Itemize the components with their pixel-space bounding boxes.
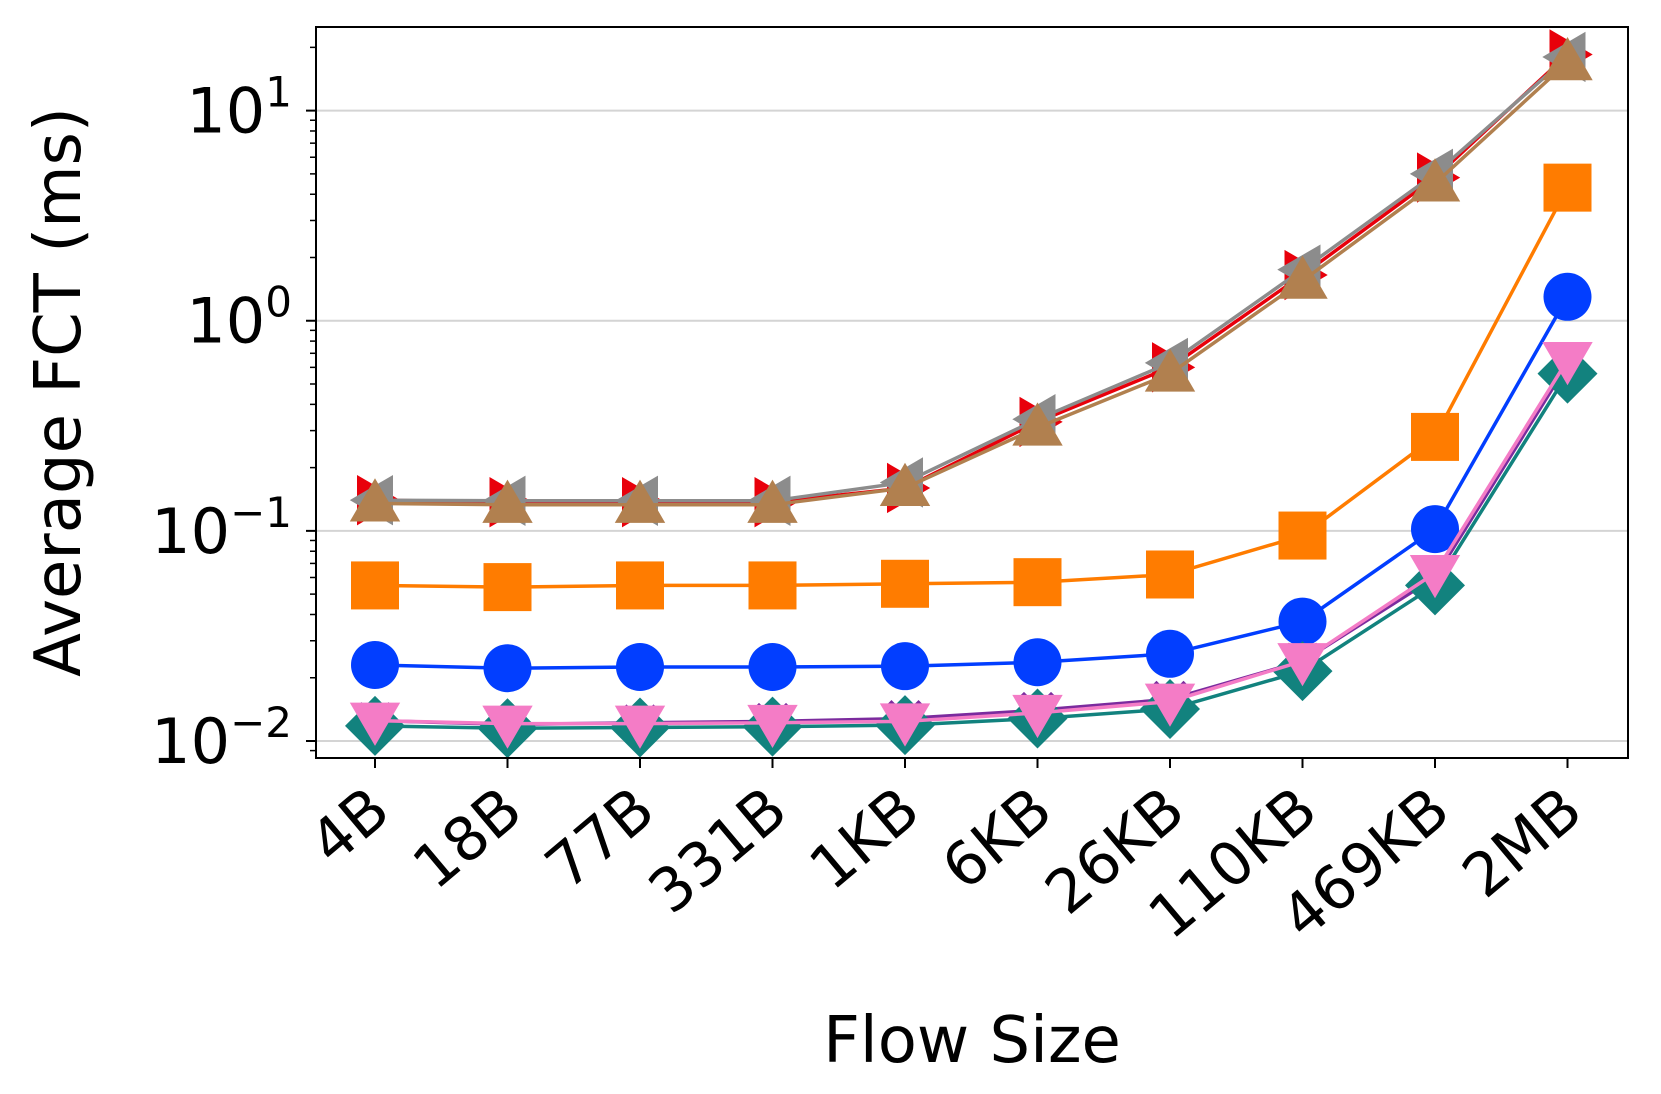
plot-area (345, 29, 1598, 759)
data-point (482, 479, 533, 523)
data-point (614, 479, 666, 523)
data-point (482, 705, 533, 749)
data-point (1411, 412, 1459, 461)
data-point (1146, 629, 1194, 678)
series-line (374, 359, 1569, 726)
data-point (748, 561, 797, 610)
series-line (374, 372, 1569, 730)
x-axis-label: Flow Size (823, 1004, 1121, 1078)
data-point (748, 642, 797, 691)
data-point (1409, 158, 1461, 202)
data-point (1013, 638, 1062, 687)
series-line (374, 60, 1569, 507)
y-axis: 10−2 10−1 100 101 (151, 68, 316, 778)
data-point (349, 478, 401, 522)
data-point (1543, 272, 1592, 321)
data-point (1013, 558, 1062, 607)
series (349, 342, 1593, 749)
data-point (1012, 694, 1063, 739)
y-tick-label: 101 (186, 68, 292, 148)
data-point (1542, 342, 1593, 386)
y-tick-label: 10−1 (151, 488, 292, 568)
gridlines (316, 109, 1628, 742)
data-point (747, 704, 798, 749)
series (351, 163, 1592, 612)
series (351, 272, 1592, 693)
data-point (1146, 550, 1194, 599)
data-point (351, 561, 399, 610)
y-tick-label: 10−2 (151, 698, 292, 778)
data-point (614, 705, 666, 749)
data-point (1409, 555, 1461, 599)
series-line (374, 295, 1570, 670)
data-point (1278, 597, 1327, 646)
data-point (1012, 402, 1063, 446)
data-point (351, 640, 399, 689)
data-point (747, 479, 798, 523)
data-point (1144, 348, 1196, 392)
data-point (483, 644, 532, 693)
data-point (1542, 36, 1593, 81)
series (349, 36, 1593, 523)
y-tick-label: 100 (186, 278, 292, 358)
series-line (374, 55, 1569, 503)
data-point (1543, 163, 1592, 212)
data-point (1277, 643, 1328, 687)
data-point (1411, 505, 1459, 554)
data-point (1144, 683, 1196, 727)
series-line (374, 186, 1570, 589)
data-point (1277, 255, 1328, 299)
axes-frame (315, 26, 1629, 759)
data-point (483, 563, 532, 612)
data-point (349, 702, 401, 746)
data-point (616, 561, 664, 610)
data-point (881, 559, 929, 608)
data-point (616, 642, 664, 691)
y-axis-label: Average FCT (ms) (22, 107, 96, 677)
data-point (879, 703, 931, 747)
data-point (881, 642, 929, 691)
data-point (879, 462, 931, 506)
data-point (1278, 511, 1327, 560)
